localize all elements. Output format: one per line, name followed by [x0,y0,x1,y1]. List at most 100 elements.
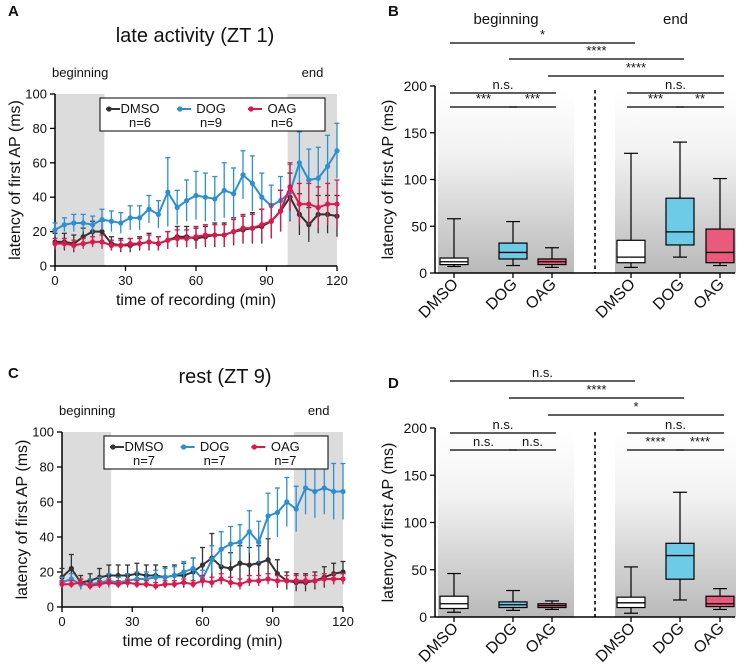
data-point [193,192,199,199]
y-tick-label: 80 [40,460,54,475]
legend-n: n=9 [200,115,222,130]
y-axis-label: latency of first AP (ms) [14,440,31,600]
data-point [259,222,265,228]
y-tick-label: 80 [33,121,47,136]
significance-label: n.s. [473,434,494,449]
legend-n: n=7 [274,453,296,468]
data-point [146,206,152,212]
category-label: DOG [483,620,521,658]
legend-box [99,97,326,132]
legend-box [103,435,329,470]
box-end-dog [665,491,695,601]
data-point [228,565,234,572]
legend-n: n=7 [204,453,226,468]
group-label-end: end [663,11,688,28]
data-point [265,557,271,563]
legend-label: OAG [271,439,300,454]
data-point [237,581,243,587]
data-point [331,576,337,582]
data-point [171,572,177,579]
category-label: OAG [691,620,728,657]
x-tick-label: 120 [332,614,354,629]
panel-letter: A [8,3,19,20]
significance-label: n.s. [665,417,686,432]
data-point [302,578,309,584]
data-point [193,234,199,240]
data-point [61,241,67,247]
group-label-beginning: beginning [473,11,538,28]
window-label: beginning [52,65,108,80]
box-end-dmso [616,566,646,614]
y-tick-label: 40 [40,530,54,545]
data-point [302,485,309,491]
significance-label: **** [690,434,710,449]
legend-n: n=7 [133,453,155,468]
data-point [153,583,159,589]
box-beginning-dog [498,589,528,611]
box-iqr [665,197,695,246]
data-point [325,201,331,207]
data-point [190,565,196,572]
data-point [52,227,58,233]
data-point [228,541,234,547]
x-tick-label: 0 [58,614,65,629]
x-tick-label: 0 [51,273,58,288]
data-point [71,242,77,248]
data-point [99,229,105,235]
data-point [162,581,168,587]
data-point [334,148,340,154]
y-axis-label: latency of first AP (ms) [7,100,24,260]
data-point [231,191,237,197]
series-oag [59,573,346,590]
data-point [265,576,271,582]
box-end-dmso [616,152,646,268]
y-tick-label: 50 [411,562,427,578]
category-label: DMSO [593,620,639,666]
data-point [171,581,177,587]
legend-swatch-dot [106,106,112,112]
box-iqr [705,228,735,264]
y-tick-label: 100 [404,172,428,188]
y-tick-label: 0 [419,265,427,281]
data-point [237,539,243,545]
legend-swatch-dot [181,444,187,450]
data-point [325,163,331,169]
legend-n: n=6 [129,115,151,130]
data-point [237,560,243,566]
y-tick-label: 150 [404,125,428,141]
category-label: DOG [650,620,688,658]
significance-label: n.s. [522,434,543,449]
data-point [296,201,302,207]
data-point [124,579,131,586]
data-point [312,488,318,495]
data-point [90,222,96,228]
significance-label: n.s. [532,365,553,380]
shaded-window-beginning [55,94,105,266]
data-point [221,232,227,238]
x-tick-label: 120 [326,273,348,288]
y-tick-label: 100 [25,87,47,102]
data-point [181,579,187,586]
x-tick-label: 90 [259,273,273,288]
group-background-beginning [438,432,574,617]
data-point [202,194,208,200]
data-point [228,579,234,586]
box-beginning-dmso [439,218,469,268]
data-point [296,160,302,166]
data-point [240,225,246,231]
data-point [68,565,74,572]
data-point [174,235,180,242]
data-point [246,529,252,535]
data-point [218,576,224,582]
y-tick-label: 100 [32,425,54,440]
panel-letter: B [388,3,399,20]
data-point [287,184,293,190]
data-point [108,242,114,248]
box-beginning-dog [498,220,528,267]
panel-letter: D [388,375,399,392]
data-point [199,562,206,568]
window-label: beginning [59,403,115,418]
data-point [315,204,321,211]
group-background-end [615,432,736,617]
